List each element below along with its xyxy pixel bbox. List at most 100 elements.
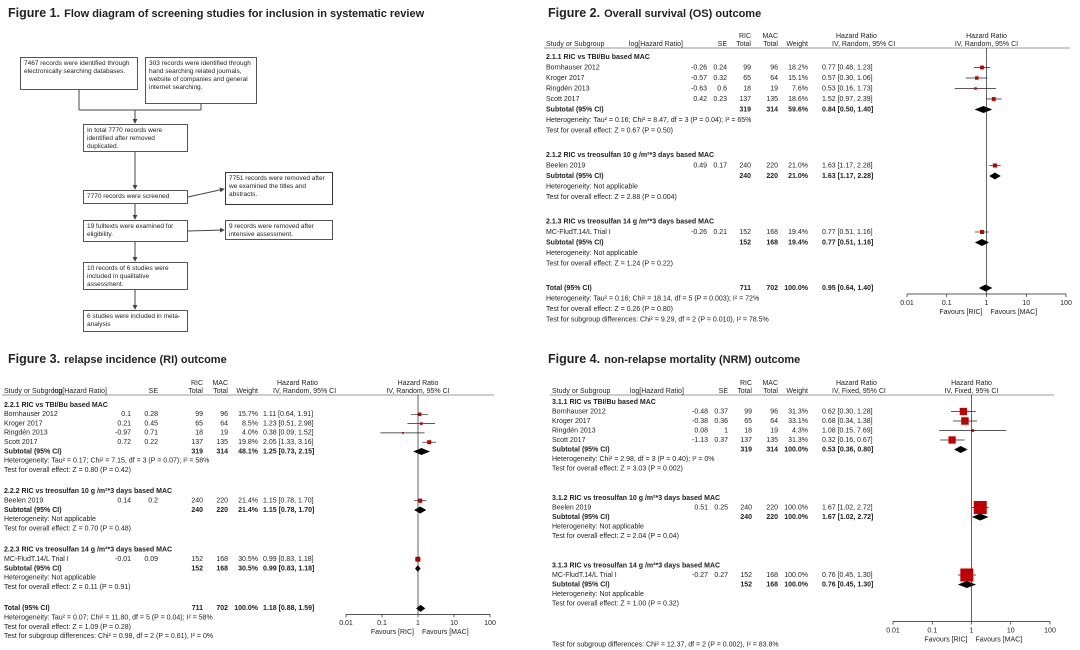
study-marker xyxy=(961,417,969,425)
flow-box: 10 records of 6 studies were included in… xyxy=(83,262,188,290)
heterogeneity-note: Heterogeneity: Not applicable xyxy=(552,591,644,598)
hazard-ratio: 0.77 [0.48, 1.23] xyxy=(822,64,873,71)
study-name: MC-FludT.14/L Trial I xyxy=(4,556,69,563)
column-header: IV, Random, 95% CI xyxy=(832,41,895,48)
column-header: Weight xyxy=(786,388,808,395)
column-header: log[Hazard Ratio] xyxy=(53,388,107,395)
figure-label: Figure 1. xyxy=(8,6,61,20)
forest-plot: RIC MAC Hazard Ratio Hazard Ratio Study or S… xyxy=(550,380,1056,648)
standard-error: 1 xyxy=(724,427,728,434)
hazard-ratio: 1.67 [1.02, 2.72] xyxy=(822,504,873,511)
heterogeneity-note: Heterogeneity: Tau² = 0.16; Chi² = 8.47,… xyxy=(546,117,751,124)
x-tick-label: 0.1 xyxy=(377,620,387,627)
effect-note: Test for overall effect: Z = 3.03 (P = 0… xyxy=(552,465,683,472)
connectors xyxy=(78,90,225,310)
subgroup-heading: 3.1.1 RIC vs TBI/Bu based MAC xyxy=(552,399,656,406)
standard-error: 0.71 xyxy=(144,430,158,437)
ric-total: 18 xyxy=(195,430,203,437)
subgroup-heading: 2.1.2 RIC vs treosulfan 10 g /m²*3 days … xyxy=(546,152,714,159)
pooled-diamond xyxy=(974,239,990,246)
subgroup-heading: 2.2.1 RIC vs TBI/Bu based MAC xyxy=(4,402,108,409)
effect-note: Test for overall effect: Z = 1.24 (P = 0… xyxy=(546,260,673,267)
column-header: Total xyxy=(736,41,751,48)
study-marker xyxy=(427,440,432,445)
hazard-ratio: 0.95 [0.64, 1.40] xyxy=(822,285,873,292)
x-tick-label: 0.01 xyxy=(339,620,353,627)
study-marker xyxy=(992,163,997,168)
figure-title: Figure 3. relapse incidence (RI) outcome xyxy=(8,352,227,366)
hazard-ratio: 1.52 [0.97, 2.39] xyxy=(822,96,873,103)
row-label: Subtotal (95% CI) xyxy=(4,448,62,455)
ric-total: 240 xyxy=(740,504,752,511)
figure-label: Figure 2. xyxy=(548,6,601,20)
ric-total: 99 xyxy=(195,411,203,418)
flow-box: 6 studies were included in meta-analysis xyxy=(83,310,188,332)
weight: 48.1% xyxy=(238,448,259,455)
mac-total: 96 xyxy=(770,408,778,415)
favours-label: Favours [RIC] xyxy=(371,629,414,636)
hazard-ratio: 1.67 [1.02, 2.72] xyxy=(822,514,873,521)
standard-error: 0.45 xyxy=(144,420,158,427)
heterogeneity-note: Heterogeneity: Not applicable xyxy=(552,523,644,530)
weight: 15.1% xyxy=(788,75,808,82)
ric-total: 240 xyxy=(739,173,751,180)
pooled-diamond xyxy=(957,581,976,588)
ric-total: 240 xyxy=(740,514,752,521)
ric-total: 65 xyxy=(744,418,752,425)
flow-box: In total 7770 records were identified af… xyxy=(83,124,188,152)
log-hazard-ratio: 0.49 xyxy=(693,162,707,169)
mac-total: 168 xyxy=(766,229,778,236)
ric-total: 240 xyxy=(739,162,751,169)
arrow xyxy=(187,227,225,233)
subgroup-heading: 3.1.2 RIC vs treosulfan 10 g /m²*3 days … xyxy=(552,495,720,502)
flow-arrows xyxy=(78,90,225,310)
column-header: MAC xyxy=(762,380,778,387)
hazard-ratio: 0.38 [0.09, 1.52] xyxy=(263,430,314,437)
mac-total: 314 xyxy=(766,106,778,113)
study-name: Bornhauser 2012 xyxy=(546,64,600,71)
favours-label: Favours [MAC] xyxy=(422,629,469,636)
log-hazard-ratio: -0.57 xyxy=(691,75,707,82)
figure-caption: Overall survival (OS) outcome xyxy=(604,8,762,20)
column-header: Study or Subgroup xyxy=(552,388,610,395)
column-header: Weight xyxy=(786,41,808,48)
heterogeneity-note: Heterogeneity: Not applicable xyxy=(546,250,638,257)
study-name: Beelen 2019 xyxy=(552,504,591,511)
study-name: Scott 2017 xyxy=(4,439,38,446)
study-name: MC-FludT.14/L Trial I xyxy=(546,229,611,236)
ric-total: 152 xyxy=(740,581,752,588)
column-header: Hazard Ratio xyxy=(951,380,992,387)
row-label: Total (95% CI) xyxy=(4,605,50,612)
weight: 19.4% xyxy=(788,229,808,236)
mac-total: 64 xyxy=(770,418,778,425)
effect-note: Test for overall effect: Z = 0.67 (P = 0… xyxy=(546,127,673,134)
x-tick-label: 1 xyxy=(416,620,420,627)
row-label: Subtotal (95% CI) xyxy=(546,173,604,180)
subgroup-difference-note: Test for subgroup differences: Chi² = 0.… xyxy=(4,633,213,640)
x-tick-label: 0.01 xyxy=(886,627,900,634)
forest-plot: RIC MAC Hazard Ratio Hazard Ratio Study or S… xyxy=(2,380,496,640)
study-name: Scott 2017 xyxy=(552,437,586,444)
heterogeneity-note: Heterogeneity: Chi² = 2.98, df = 3 (P = … xyxy=(552,456,715,463)
figure-label: Figure 4. xyxy=(548,352,601,366)
hazard-ratio: 0.76 [0.45, 1.30] xyxy=(822,572,873,579)
mac-total: 168 xyxy=(216,556,228,563)
row-label: Subtotal (95% CI) xyxy=(552,446,610,453)
mac-total: 135 xyxy=(216,439,228,446)
column-header: RIC xyxy=(739,33,751,40)
log-hazard-ratio: 0.42 xyxy=(693,96,707,103)
pooled-diamond xyxy=(989,172,1001,180)
favours-label: Favours [MAC] xyxy=(991,309,1038,316)
figure-title: Figure 1. Flow diagram of screening studi… xyxy=(8,6,424,20)
mac-total: 168 xyxy=(216,565,228,572)
mac-total: 702 xyxy=(216,605,228,612)
mac-total: 220 xyxy=(766,173,778,180)
mac-total: 168 xyxy=(766,572,778,579)
effect-note: Test for overall effect: Z = 0.70 (P = 0… xyxy=(4,525,131,532)
hazard-ratio: 1.11 [0.64, 1.91] xyxy=(263,411,313,418)
log-hazard-ratio: -0.48 xyxy=(692,408,708,415)
weight: 100.0% xyxy=(784,446,809,453)
ric-total: 137 xyxy=(739,96,751,103)
weight: 8.5% xyxy=(242,420,258,427)
heterogeneity-note: Heterogeneity: Tau² = 0.16; Chi² = 18.14… xyxy=(546,295,759,302)
